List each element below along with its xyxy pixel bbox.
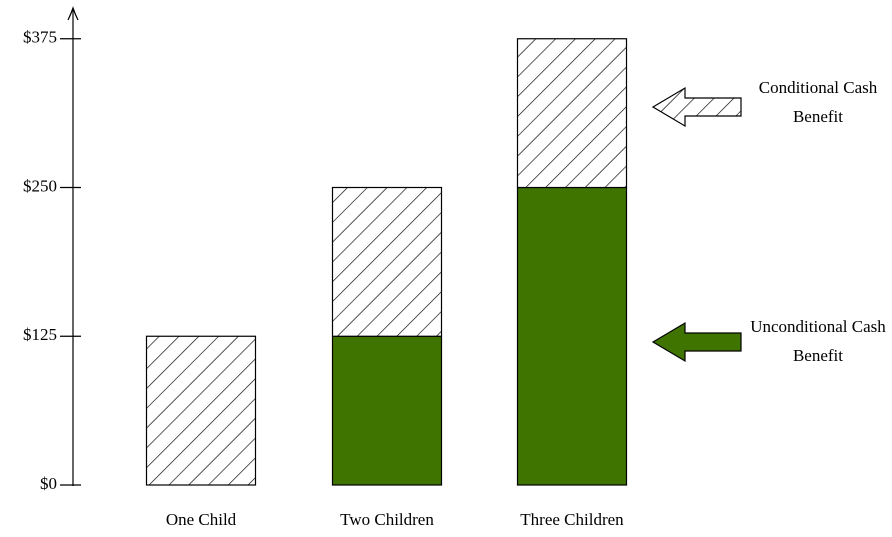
y-tick-label: $125 [23,325,57,344]
y-tick-label: $250 [23,176,57,195]
bar-segment [331,186,443,337]
bar-segment [145,335,257,486]
x-tick-label: Three Children [520,510,624,529]
bar-segment [516,186,628,486]
x-tick-label: Two Children [340,510,434,529]
y-axis-arrow [67,6,79,21]
x-tick-label: One Child [166,510,237,529]
bar-segment [331,335,443,486]
y-tick-label: $0 [40,474,57,493]
legend-marker [651,321,742,363]
legend-marker [651,86,742,128]
legend-label: Conditional Cash Benefit [758,78,878,126]
y-tick-label: $375 [23,28,57,47]
legend-label: Unconditional Cash Benefit [750,317,886,365]
bar-segment [516,38,628,189]
